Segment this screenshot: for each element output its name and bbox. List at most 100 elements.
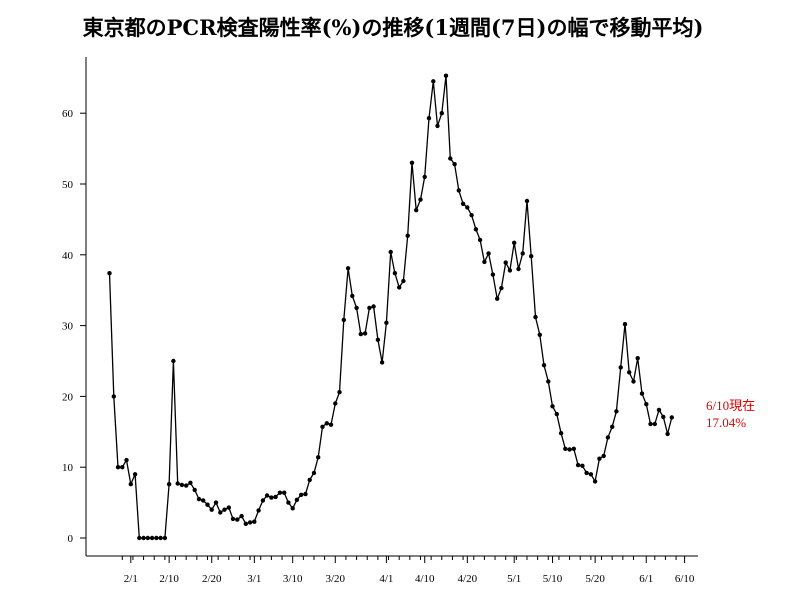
data-point xyxy=(252,519,257,524)
data-point xyxy=(209,507,214,512)
data-point xyxy=(286,500,291,505)
y-tick-label: 0 xyxy=(68,533,74,545)
data-point xyxy=(175,481,180,486)
annotation-value: 17.04% xyxy=(706,415,746,430)
data-point xyxy=(260,498,266,503)
x-tick-label: 2/10 xyxy=(159,573,179,585)
data-series xyxy=(107,73,674,541)
data-point xyxy=(516,266,521,272)
data-point xyxy=(328,422,334,427)
data-point xyxy=(145,535,150,541)
data-point xyxy=(422,174,427,180)
data-point xyxy=(235,517,240,522)
data-point xyxy=(401,278,406,284)
data-point xyxy=(226,505,231,510)
data-point xyxy=(443,73,449,78)
x-tick-label: 6/1 xyxy=(639,573,653,585)
data-point xyxy=(354,305,359,311)
data-point xyxy=(371,304,376,309)
data-point xyxy=(575,462,581,468)
data-point xyxy=(294,497,300,502)
data-point xyxy=(162,535,168,541)
data-point xyxy=(213,500,219,505)
data-point xyxy=(610,424,615,429)
data-point xyxy=(465,205,470,210)
data-point xyxy=(533,314,538,320)
data-point xyxy=(554,411,559,417)
data-point xyxy=(524,198,530,204)
data-point xyxy=(239,513,244,519)
data-point xyxy=(128,482,133,487)
data-point xyxy=(350,293,355,299)
data-point xyxy=(622,322,628,327)
data-point xyxy=(188,480,193,485)
x-tick-label: 5/20 xyxy=(585,573,605,585)
data-point xyxy=(665,431,670,437)
data-point xyxy=(618,365,623,370)
data-point xyxy=(486,251,491,256)
x-tick-label: 2/1 xyxy=(124,573,138,585)
y-tick-label: 10 xyxy=(62,462,74,474)
data-point xyxy=(546,379,551,384)
data-point xyxy=(571,446,576,451)
data-point xyxy=(558,431,564,436)
data-point xyxy=(158,535,163,541)
data-point xyxy=(299,492,304,497)
data-point xyxy=(320,424,325,429)
x-tick-label: 3/10 xyxy=(283,573,303,585)
x-tick-label: 3/20 xyxy=(325,573,345,585)
data-point xyxy=(273,494,278,500)
data-point xyxy=(392,271,398,276)
data-point xyxy=(426,116,432,121)
data-point xyxy=(537,332,542,337)
x-tick-label: 4/1 xyxy=(379,573,393,585)
data-point xyxy=(499,285,504,291)
data-point xyxy=(120,465,125,470)
data-point xyxy=(452,162,457,167)
data-point xyxy=(439,111,444,116)
data-point xyxy=(333,401,338,406)
data-point xyxy=(409,160,415,165)
data-point xyxy=(375,337,381,342)
data-point xyxy=(107,271,112,276)
data-point xyxy=(115,465,121,470)
x-tick-label: 4/10 xyxy=(415,573,435,585)
data-point xyxy=(141,535,146,541)
data-point xyxy=(264,493,270,498)
data-point xyxy=(635,356,640,361)
data-point xyxy=(550,404,555,409)
data-point xyxy=(256,508,261,513)
data-point xyxy=(639,391,645,396)
data-point xyxy=(132,472,138,477)
data-point xyxy=(584,470,589,476)
y-tick-label: 20 xyxy=(62,391,74,403)
data-point xyxy=(222,507,227,512)
y-tick-label: 50 xyxy=(62,179,74,191)
data-point xyxy=(431,79,436,84)
data-point xyxy=(597,456,602,461)
data-point xyxy=(247,520,253,525)
data-point xyxy=(171,358,176,364)
data-point xyxy=(592,479,598,484)
x-tick-label: 5/10 xyxy=(543,573,563,585)
data-point xyxy=(541,363,547,368)
data-point xyxy=(477,237,483,243)
data-point xyxy=(282,490,287,495)
data-point xyxy=(111,394,117,399)
data-point xyxy=(277,490,283,495)
data-point xyxy=(311,470,317,476)
latest-value-annotation: 6/10現在 17.04% xyxy=(706,398,755,430)
data-point xyxy=(137,535,142,541)
data-point xyxy=(644,402,649,407)
data-point xyxy=(205,502,210,507)
data-point xyxy=(345,266,351,271)
data-point xyxy=(661,414,666,420)
data-point xyxy=(605,435,611,440)
series-line xyxy=(108,75,673,539)
data-point xyxy=(384,320,389,325)
data-point xyxy=(324,421,329,426)
data-point xyxy=(337,390,342,395)
annotation-date: 6/10現在 xyxy=(706,398,755,413)
data-point xyxy=(473,227,479,232)
y-tick-label: 60 xyxy=(62,108,74,120)
